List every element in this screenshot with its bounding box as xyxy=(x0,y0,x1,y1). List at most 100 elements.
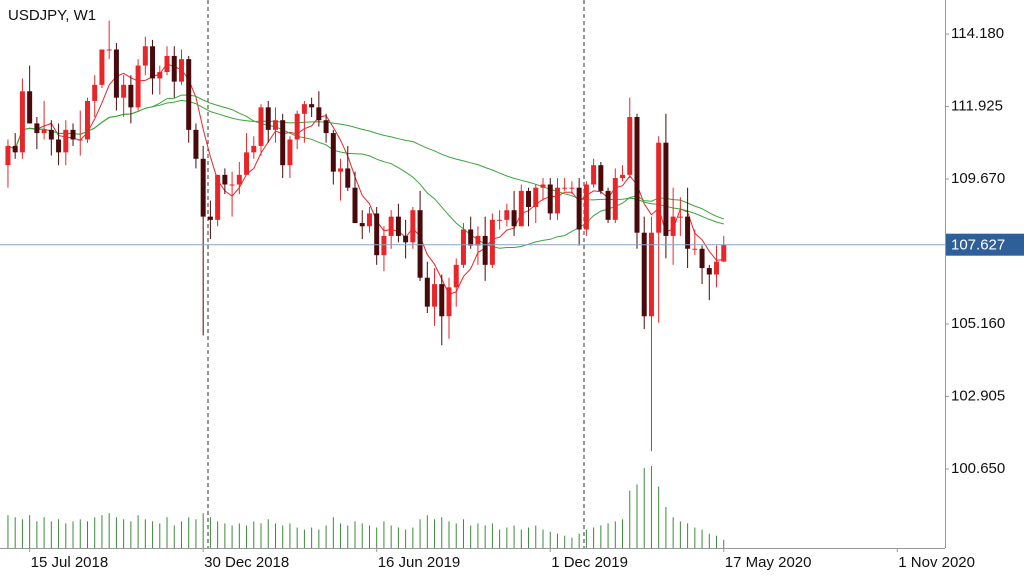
candle-body xyxy=(648,232,654,317)
x-tick-label: 17 May 2020 xyxy=(725,554,812,571)
candle-body xyxy=(56,139,62,153)
candle-body xyxy=(699,248,705,269)
candle-body xyxy=(692,248,698,250)
candle-body xyxy=(656,142,662,233)
candle-body xyxy=(670,216,676,236)
candle-body xyxy=(106,49,112,51)
candle-body xyxy=(677,216,683,218)
candle-body xyxy=(439,284,445,317)
y-tick-label: 102.905 xyxy=(951,387,1005,404)
candle-body xyxy=(128,84,134,108)
candle-body xyxy=(583,184,589,230)
candle-body xyxy=(721,244,727,262)
candle-body xyxy=(605,190,611,220)
candle-body xyxy=(518,190,524,227)
candle-body xyxy=(504,210,510,220)
candle-body xyxy=(157,71,163,79)
x-tick-label: 1 Nov 2020 xyxy=(898,554,975,571)
candle-body xyxy=(294,113,300,140)
candle-body xyxy=(460,229,466,265)
candle-body xyxy=(34,123,40,134)
candle-body xyxy=(200,158,206,217)
plot-area xyxy=(5,20,727,548)
moving-average xyxy=(7,99,724,225)
candle-body xyxy=(432,284,438,307)
candle-body xyxy=(92,84,98,101)
candle-body xyxy=(511,210,517,227)
candle-body xyxy=(620,174,626,179)
candle-body xyxy=(222,174,228,185)
candle-body xyxy=(569,187,575,189)
candle-body xyxy=(330,133,336,172)
candle-body xyxy=(265,107,271,130)
candle-body xyxy=(388,216,394,236)
candle-body xyxy=(410,210,416,243)
moving-average xyxy=(7,62,724,296)
candle-body xyxy=(526,190,532,207)
candle-body xyxy=(19,91,25,153)
candle-body xyxy=(453,264,459,288)
x-tick-label: 1 Dec 2019 xyxy=(551,554,628,571)
candle-body xyxy=(301,104,307,114)
candle-body xyxy=(178,59,184,82)
candle-body xyxy=(641,232,647,317)
candle-body xyxy=(244,152,250,175)
candle-body xyxy=(612,178,618,220)
candle-body xyxy=(113,49,119,98)
candle-body xyxy=(309,104,315,108)
x-tick-label: 16 Jun 2019 xyxy=(378,554,461,571)
y-tick-label: 100.650 xyxy=(951,460,1005,477)
candle-body xyxy=(70,129,76,140)
candle-body xyxy=(207,216,213,220)
candle-body xyxy=(171,55,177,82)
candle-body xyxy=(540,184,546,188)
candle-body xyxy=(186,59,192,130)
candle-body xyxy=(251,145,257,153)
candle-body xyxy=(27,91,33,124)
candle-body xyxy=(193,129,199,159)
y-tick-label: 109.670 xyxy=(951,170,1005,187)
candle-body xyxy=(482,235,488,265)
candle-body xyxy=(142,46,148,66)
candle-body xyxy=(395,216,401,236)
candle-body xyxy=(706,268,712,275)
candle-body xyxy=(627,116,633,175)
candle-body xyxy=(84,100,90,140)
candle-body xyxy=(489,219,495,265)
candle-body xyxy=(338,168,344,172)
candle-body xyxy=(359,223,365,227)
candle-body xyxy=(5,145,11,166)
candle-body xyxy=(417,210,423,278)
candle-body xyxy=(381,235,387,256)
candle-body xyxy=(374,213,380,256)
y-tick-label: 111.925 xyxy=(951,98,1003,115)
candle-body xyxy=(323,120,329,134)
candle-body xyxy=(99,49,105,85)
candle-body xyxy=(685,216,691,249)
last-price-label: 107.627 xyxy=(951,237,1005,254)
x-tick-label: 15 Jul 2018 xyxy=(31,554,109,571)
candle-body xyxy=(475,235,481,246)
candle-body xyxy=(77,139,83,141)
candle-body xyxy=(598,165,604,191)
candle-body xyxy=(424,277,430,307)
candle-body xyxy=(121,84,127,98)
x-tick-label: 30 Dec 2018 xyxy=(204,554,289,571)
candle-body xyxy=(554,187,560,214)
candle-body xyxy=(135,65,141,108)
candle-body xyxy=(63,129,69,153)
candle-body xyxy=(280,120,286,166)
candle-body xyxy=(547,184,553,214)
candle-body xyxy=(714,261,720,275)
candle-body xyxy=(272,120,278,130)
candle-body xyxy=(562,187,568,189)
candle-body xyxy=(316,107,322,121)
candle-body xyxy=(366,213,372,227)
last-price-label-bg xyxy=(946,233,1024,256)
candle-body xyxy=(663,142,669,236)
candle-body xyxy=(150,46,156,79)
candle-body xyxy=(403,235,409,243)
candle-body xyxy=(591,165,597,185)
candle-body xyxy=(533,187,539,207)
